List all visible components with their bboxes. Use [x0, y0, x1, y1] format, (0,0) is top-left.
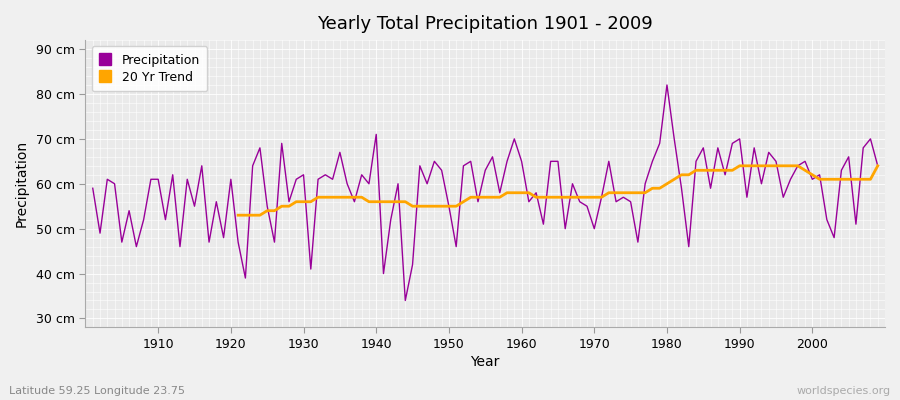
20 Yr Trend — [312, 195, 323, 200]
Precipitation — [611, 199, 622, 204]
Precipitation — [524, 199, 535, 204]
Precipitation — [146, 177, 157, 182]
Text: Latitude 59.25 Longitude 23.75: Latitude 59.25 Longitude 23.75 — [9, 386, 185, 396]
20 Yr Trend — [364, 199, 374, 204]
20 Yr Trend — [734, 164, 745, 168]
Text: worldspecies.org: worldspecies.org — [796, 386, 891, 396]
Precipitation — [305, 267, 316, 272]
20 Yr Trend — [560, 195, 571, 200]
Precipitation — [872, 164, 883, 168]
X-axis label: Year: Year — [471, 355, 500, 369]
Line: Precipitation: Precipitation — [93, 85, 878, 300]
Precipitation — [400, 298, 410, 303]
20 Yr Trend — [298, 199, 309, 204]
Y-axis label: Precipitation: Precipitation — [15, 140, 29, 227]
Precipitation — [349, 199, 360, 204]
Legend: Precipitation, 20 Yr Trend: Precipitation, 20 Yr Trend — [92, 46, 208, 91]
Precipitation — [662, 83, 672, 88]
Line: 20 Yr Trend: 20 Yr Trend — [238, 166, 878, 215]
Precipitation — [517, 159, 527, 164]
20 Yr Trend — [480, 195, 491, 200]
20 Yr Trend — [807, 172, 818, 177]
Title: Yearly Total Precipitation 1901 - 2009: Yearly Total Precipitation 1901 - 2009 — [318, 15, 653, 33]
Precipitation — [87, 186, 98, 191]
20 Yr Trend — [872, 164, 883, 168]
20 Yr Trend — [233, 213, 244, 218]
